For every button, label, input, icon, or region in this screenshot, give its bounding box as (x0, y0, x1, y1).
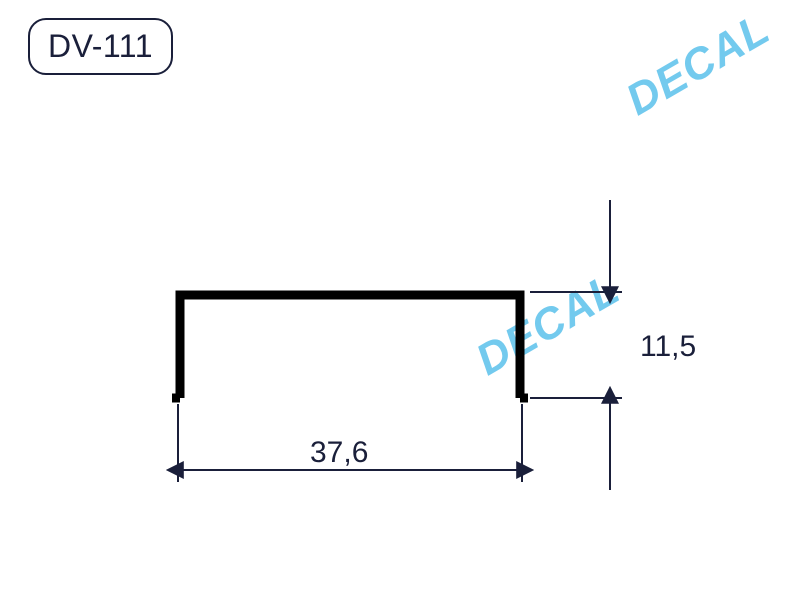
u-channel-profile (172, 295, 528, 398)
dimension-width: 37,6 (178, 404, 522, 482)
profile-diagram: 37,6 11,5 (0, 0, 800, 605)
dimension-width-value: 37,6 (310, 436, 368, 469)
dimension-height-value: 11,5 (640, 330, 696, 363)
dimension-height: 11,5 (530, 200, 696, 490)
